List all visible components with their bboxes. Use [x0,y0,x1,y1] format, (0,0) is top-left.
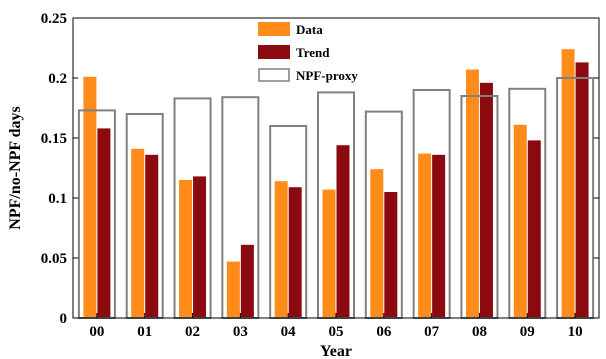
x-tick-label: 01 [137,324,152,340]
bar-trend-06 [384,192,398,318]
bar-trend-03 [240,244,254,318]
bar-data-05 [322,189,336,318]
y-tick-label: 0.25 [41,11,67,27]
bar-data-07 [418,153,432,318]
y-tick-label: 0 [60,311,68,327]
bar-trend-00 [97,128,111,318]
y-tick-label: 0.05 [41,251,67,267]
y-axis-title: NPF/no-NPF days [7,106,24,229]
x-tick-label: 03 [233,324,248,340]
bar-trend-10 [575,62,589,319]
bar-data-03 [226,261,240,318]
y-tick-label: 0.15 [41,131,67,147]
bar-trend-02 [193,176,207,318]
bar-data-09 [513,124,527,318]
y-tick-label: 0.1 [48,191,67,207]
y-tick-label: 0.2 [48,71,67,87]
legend-label: Data [296,22,323,37]
x-tick-label: 10 [568,324,583,340]
x-tick-label: 07 [424,324,440,340]
bar-data-06 [370,169,384,318]
x-tick-label: 06 [376,324,392,340]
bar-trend-09 [527,140,541,318]
x-tick-label: 09 [520,324,535,340]
bar-trend-01 [145,154,159,318]
bar-data-02 [179,180,193,318]
bar-data-04 [274,181,288,318]
x-tick-label: 04 [281,324,297,340]
bar-data-10 [561,49,575,318]
legend-swatch-trend [258,45,290,59]
x-axis-title: Year [320,343,352,359]
x-tick-label: 05 [329,324,344,340]
bar-trend-07 [432,154,446,318]
x-axis: 00 01 02 03 04 05 06 07 08 09 10 [89,313,583,340]
bar-trend-04 [288,187,302,318]
legend-label: Trend [296,45,330,60]
plot-bars [77,49,595,320]
legend-swatch-data [258,22,290,36]
x-tick-label: 00 [89,324,104,340]
bar-trend-08 [479,82,493,318]
y-axis: 0 0.05 0.1 0.15 0.2 0.25 [41,11,599,327]
legend-swatch-npf-proxy [258,68,290,82]
bar-data-00 [83,76,97,318]
legend: Data Trend NPF-proxy [258,22,358,83]
x-tick-label: 02 [185,324,200,340]
bar-trend-05 [336,145,350,318]
legend-label: NPF-proxy [296,68,358,83]
bar-data-01 [131,148,145,318]
x-tick-label: 08 [472,324,487,340]
bar-data-08 [465,69,479,318]
